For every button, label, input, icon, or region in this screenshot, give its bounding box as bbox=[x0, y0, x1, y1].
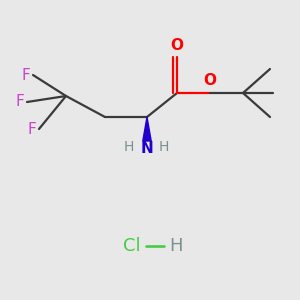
Polygon shape bbox=[143, 117, 151, 141]
Text: O: O bbox=[170, 38, 184, 53]
Text: H: H bbox=[123, 140, 134, 154]
Text: F: F bbox=[21, 68, 30, 82]
Text: F: F bbox=[15, 94, 24, 110]
Text: N: N bbox=[141, 141, 153, 156]
Text: H: H bbox=[169, 237, 182, 255]
Text: O: O bbox=[203, 73, 217, 88]
Text: F: F bbox=[27, 122, 36, 136]
Text: H: H bbox=[158, 140, 169, 154]
Text: Cl: Cl bbox=[123, 237, 141, 255]
